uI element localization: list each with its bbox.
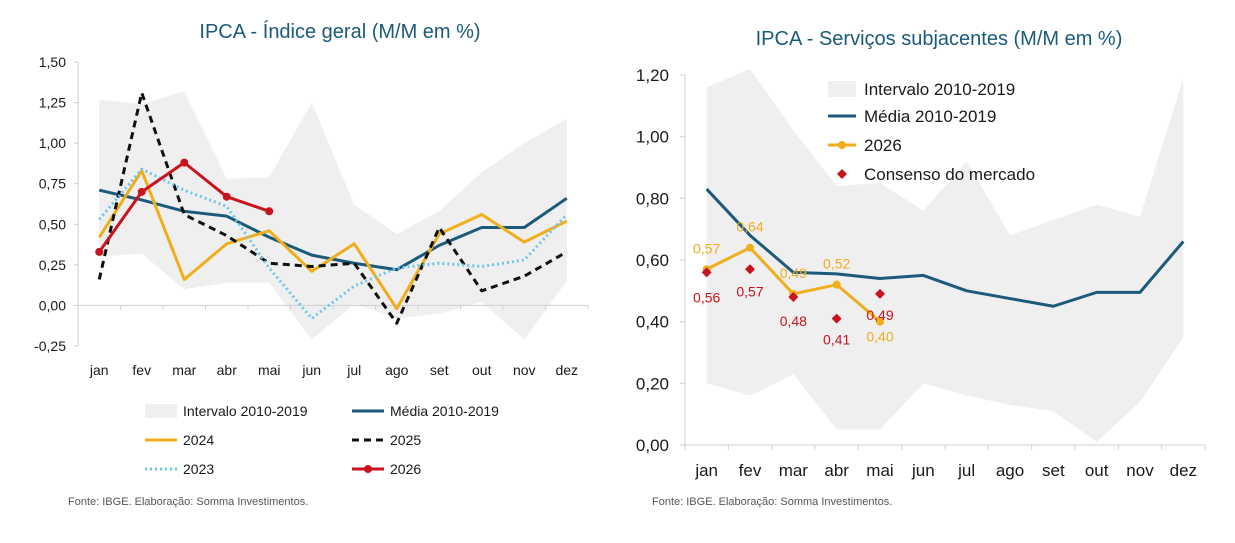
band-layer (99, 91, 567, 340)
legend-label: 2023 (183, 461, 214, 477)
legend-swatch-marker (838, 141, 846, 149)
legend-label: Média 2010-2019 (390, 403, 499, 419)
y-tick-label: 0,25 (39, 257, 66, 273)
y-tick-label: 0,00 (39, 297, 66, 313)
x-tick-label: out (472, 362, 492, 378)
data-label-consenso: 0,56 (693, 289, 720, 305)
x-tick-label: nov (1126, 461, 1154, 480)
data-label-2026: 0,49 (780, 265, 807, 281)
y-tick-label: 0,80 (636, 189, 669, 208)
chart-ipca-indice-geral: IPCA - Índice geral (M/M em %) -0,25 0,00… (34, 20, 589, 508)
x-tick-label: jun (911, 461, 935, 480)
x-tick-label: dez (555, 362, 578, 378)
lines-layer (95, 91, 568, 325)
series-point-2026 (876, 317, 884, 326)
legend-swatch-marker (364, 465, 372, 473)
x-tick-label: out (1085, 461, 1109, 480)
series-point-2026 (180, 158, 189, 167)
x-tick-label: set (430, 362, 449, 378)
data-label-2026: 0,57 (693, 240, 720, 256)
x-tick-label: jan (89, 362, 109, 378)
x-tick-label: dez (1170, 461, 1197, 480)
y-tick-label: 0,00 (636, 436, 669, 455)
legend: Intervalo 2010-2019 Média 2010-2019 2024 20… (145, 403, 499, 477)
lines-layer (701, 188, 1185, 326)
series-point-2026 (832, 280, 841, 289)
legend-label: Consenso do mercado (864, 165, 1035, 184)
data-label-consenso: 0,49 (866, 307, 893, 323)
chart-title: IPCA - Índice geral (M/M em %) (199, 20, 480, 43)
legend: Intervalo 2010-2019 Média 2010-2019 2026 Co… (828, 80, 1035, 184)
y-tick-label: 0,50 (39, 216, 66, 232)
y-tick-label: -0,25 (34, 338, 66, 354)
x-tick-label: fev (739, 461, 762, 480)
x-tick-label: abr (824, 461, 849, 480)
source-note: Fonte: IBGE. Elaboração: Somma Investime… (652, 496, 892, 508)
series-line-2024 (97, 169, 568, 311)
band-intervalo-2010-2019 (99, 91, 567, 340)
data-label-2026: 0,64 (736, 219, 763, 235)
x-tick-label: jul (346, 362, 361, 378)
legend-swatch-diamond (837, 169, 847, 179)
series-line-2023 (98, 167, 568, 320)
legend-swatch-band (828, 81, 856, 97)
series-point-2026 (137, 187, 146, 196)
series-point-consenso (875, 288, 885, 299)
legend-label: 2024 (183, 432, 214, 448)
x-tick-label: mai (866, 461, 893, 480)
x-tick-label: mai (258, 362, 281, 378)
series-point-2026 (746, 243, 754, 252)
x-tick-label: mar (779, 461, 809, 480)
x-tick-label: jul (957, 461, 975, 480)
y-tick-label: 1,20 (636, 66, 669, 85)
data-label-consenso: 0,57 (736, 283, 763, 299)
legend-label: Média 2010-2019 (864, 107, 996, 126)
data-label-consenso: 0,48 (780, 313, 807, 329)
legend-label: 2025 (390, 432, 421, 448)
series-point-consenso (831, 313, 842, 324)
series-line-media-2010-2019 (705, 188, 1185, 308)
chart-ipca-servicos-subjacentes: IPCA - Serviços subjacentes (M/M em %) 0… (636, 28, 1206, 508)
y-tick-label: 1,25 (39, 95, 66, 111)
axes-layer: 0,00 0,20 0,40 0,60 0,80 1,00 1,20 jan fev mar abr… (636, 66, 1206, 480)
x-tick-label: fev (132, 362, 151, 378)
y-tick-label: 1,00 (39, 135, 66, 151)
x-tick-label: mar (172, 362, 196, 378)
y-tick-label: 1,00 (636, 128, 669, 147)
x-tick-label: set (1042, 461, 1065, 480)
data-label-consenso: 0,41 (823, 332, 850, 348)
series-point-2026 (95, 247, 104, 256)
x-tick-label: jun (301, 362, 321, 378)
series-point-consenso (745, 264, 755, 275)
data-label-2026: 0,40 (866, 329, 893, 345)
series-line-2025 (97, 91, 568, 325)
axes-layer: -0,25 0,00 0,25 0,50 0,75 1,00 1,25 1,50 jan fev m… (34, 54, 589, 378)
x-tick-label: ago (996, 461, 1024, 480)
y-tick-label: 0,60 (636, 251, 669, 270)
x-tick-label: nov (513, 362, 536, 378)
x-tick-label: abr (217, 362, 238, 378)
chart-title: IPCA - Serviços subjacentes (M/M em %) (756, 28, 1123, 50)
legend-label: 2026 (390, 461, 421, 477)
legend-label: Intervalo 2010-2019 (864, 80, 1015, 99)
legend-label: Intervalo 2010-2019 (183, 403, 308, 419)
series-point-consenso (788, 292, 799, 302)
data-labels-layer: 0,57 0,64 0,49 0,52 0,40 0,56 0,57 0,48 0,41 0,49 (693, 219, 894, 348)
legend-label: 2026 (864, 136, 902, 155)
x-tick-label: jan (694, 461, 718, 480)
series-point-2026 (222, 192, 231, 201)
y-tick-label: 0,75 (39, 176, 66, 192)
x-tick-label: ago (385, 362, 409, 378)
band-layer (706, 68, 1184, 442)
band-intervalo-2010-2019 (706, 68, 1184, 442)
series-point-consenso (701, 267, 712, 278)
y-tick-label: 0,40 (636, 313, 669, 332)
y-tick-label: 0,20 (636, 374, 669, 393)
legend-swatch-band (145, 404, 177, 418)
series-point-2026 (265, 207, 274, 216)
y-tick-label: 1,50 (39, 54, 66, 70)
data-label-2026: 0,52 (823, 256, 850, 272)
source-note: Fonte: IBGE. Elaboração: Somma Investime… (68, 496, 308, 508)
